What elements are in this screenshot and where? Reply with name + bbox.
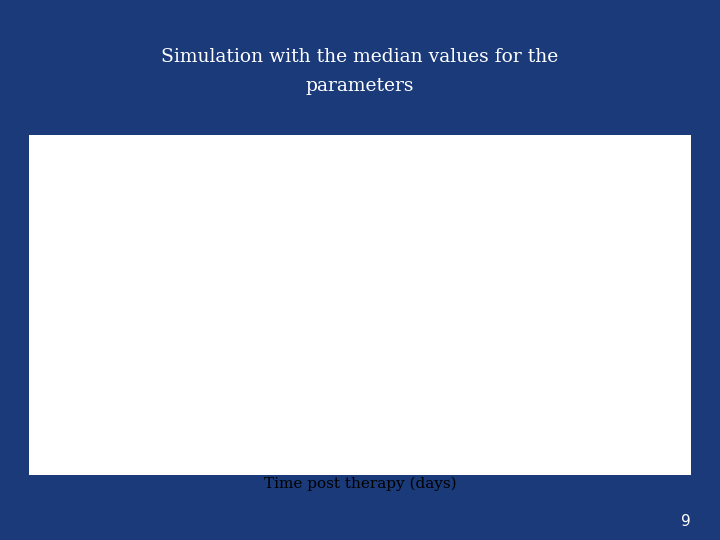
Point bbox=[150, 285, 161, 294]
Point bbox=[148, 238, 160, 247]
Point bbox=[163, 315, 175, 323]
Point bbox=[186, 299, 197, 308]
Point bbox=[354, 380, 366, 389]
Point bbox=[597, 387, 608, 395]
Point bbox=[171, 269, 182, 278]
Point bbox=[476, 360, 487, 368]
Point bbox=[255, 290, 266, 299]
Point bbox=[181, 313, 192, 321]
Point bbox=[132, 280, 144, 288]
Point bbox=[114, 168, 126, 177]
Text: 9: 9 bbox=[681, 514, 691, 529]
Point bbox=[269, 320, 280, 328]
Point bbox=[220, 313, 232, 321]
Point bbox=[235, 281, 247, 290]
Point bbox=[251, 315, 263, 324]
Point bbox=[595, 389, 606, 398]
Point bbox=[131, 233, 143, 241]
Point bbox=[603, 394, 615, 403]
Point bbox=[198, 315, 210, 324]
Point bbox=[168, 302, 180, 310]
Text: Simulation with the median values for the: Simulation with the median values for th… bbox=[161, 48, 559, 66]
Point bbox=[234, 351, 246, 360]
X-axis label: Time post therapy (days): Time post therapy (days) bbox=[264, 476, 456, 491]
Point bbox=[358, 332, 369, 340]
Y-axis label: Circulating HCV-RNA (log₁₀): Circulating HCV-RNA (log₁₀) bbox=[58, 201, 71, 393]
Point bbox=[131, 243, 143, 252]
Point bbox=[116, 170, 127, 179]
Point bbox=[359, 313, 371, 321]
Point bbox=[598, 361, 610, 369]
Point bbox=[151, 267, 163, 275]
Y-axis label: PEG-IFN (μg/L): PEG-IFN (μg/L) bbox=[664, 245, 677, 349]
Point bbox=[253, 328, 264, 337]
Text: parameters: parameters bbox=[306, 77, 414, 96]
Point bbox=[129, 247, 140, 255]
Point bbox=[239, 271, 251, 279]
Point bbox=[372, 391, 383, 400]
Point bbox=[134, 292, 145, 300]
Point bbox=[113, 196, 125, 205]
Point bbox=[151, 297, 163, 306]
Point bbox=[256, 318, 268, 326]
Point bbox=[146, 313, 158, 321]
Legend: D$_1$, D$_2$, D$_3$, D$_4$, D$_5$: D$_1$, D$_2$, D$_3$, D$_4$, D$_5$ bbox=[354, 152, 620, 177]
Point bbox=[240, 294, 252, 302]
Point bbox=[238, 256, 249, 265]
Point bbox=[111, 174, 122, 183]
Point bbox=[356, 316, 367, 325]
Point bbox=[112, 164, 123, 172]
Point bbox=[215, 318, 227, 326]
Point bbox=[203, 309, 215, 318]
Point bbox=[167, 282, 179, 291]
Point bbox=[478, 360, 490, 368]
Point bbox=[600, 408, 611, 417]
Point bbox=[480, 377, 491, 386]
Point bbox=[174, 259, 185, 267]
